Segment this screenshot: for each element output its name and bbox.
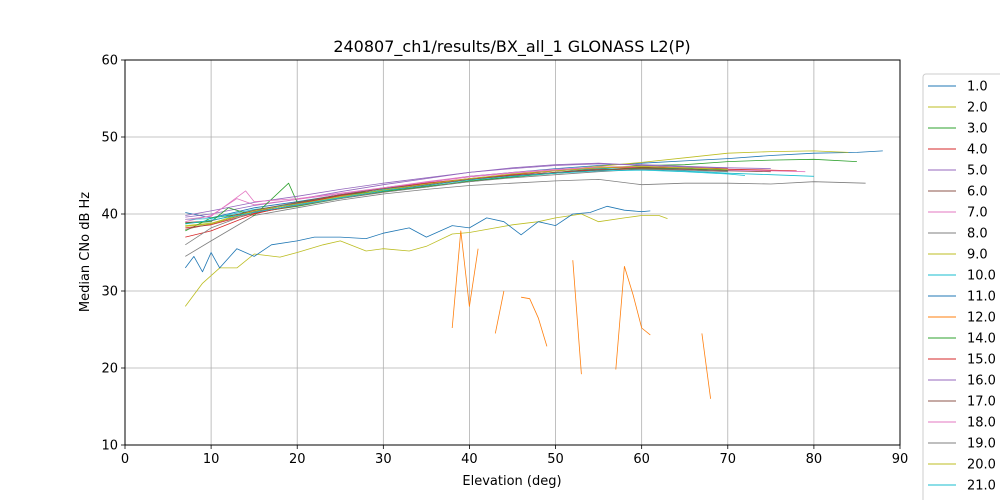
y-axis: 10 20 30 40 50 60 — [101, 54, 125, 454]
legend-label: 8.0 — [967, 227, 988, 242]
legend-label: 21.0 — [967, 479, 996, 494]
x-tick-label: 40 — [461, 452, 478, 467]
legend-label: 18.0 — [967, 416, 996, 431]
plot-area — [184, 150, 883, 399]
y-tick-label: 50 — [101, 131, 118, 146]
legend-label: 14.0 — [967, 332, 996, 347]
y-tick-label: 40 — [101, 208, 118, 223]
y-tick-label: 10 — [101, 439, 118, 454]
x-tick-label: 90 — [892, 452, 909, 467]
series-line-20-0 — [185, 165, 728, 227]
x-tick-label: 50 — [547, 452, 564, 467]
series-line-9-0 — [184, 213, 668, 307]
x-tick-label: 60 — [633, 452, 650, 467]
legend-label: 9.0 — [967, 248, 988, 263]
series-line-19-0 — [185, 168, 728, 246]
x-tick-label: 0 — [121, 452, 129, 467]
legend-label: 6.0 — [967, 185, 988, 200]
legend-label: 19.0 — [967, 437, 996, 452]
x-tick-label: 20 — [289, 452, 306, 467]
legend-label: 3.0 — [967, 122, 988, 137]
legend-label: 11.0 — [967, 290, 996, 305]
series-line-11-0 — [184, 205, 651, 273]
legend-label: 4.0 — [967, 143, 988, 158]
x-tick-label: 10 — [203, 452, 220, 467]
chart-title: 240807_ch1/results/BX_all_1 GLONASS L2(P… — [333, 37, 690, 57]
legend-label: 15.0 — [967, 353, 996, 368]
y-tick-label: 20 — [101, 362, 118, 377]
y-tick-label: 60 — [101, 54, 118, 69]
x-axis-label: Elevation (deg) — [462, 474, 561, 489]
legend-label: 17.0 — [967, 395, 996, 410]
plot-frame — [124, 59, 901, 446]
legend-label: 10.0 — [967, 269, 996, 284]
y-tick-label: 30 — [101, 285, 118, 300]
x-tick-label: 30 — [375, 452, 392, 467]
x-tick-label: 80 — [806, 452, 823, 467]
series-line-12-0 — [451, 230, 711, 399]
legend-label: 2.0 — [967, 101, 988, 116]
legend: 1.0 2.0 3.0 4.0 5.0 6.0 7.0 8.0 9.0 10.0 11.0 12.0 1… — [922, 73, 1000, 500]
legend-label: 16.0 — [967, 374, 996, 389]
x-tick-label: 70 — [720, 452, 737, 467]
legend-label: 5.0 — [967, 164, 988, 179]
y-axis-label: Median CNo dB Hz — [78, 192, 93, 312]
legend-label: 7.0 — [967, 206, 988, 221]
x-axis: 0 10 20 30 40 50 60 70 80 90 — [121, 445, 908, 467]
series-line-21-0 — [185, 169, 746, 225]
legend-label: 20.0 — [967, 458, 996, 473]
legend-label: 1.0 — [967, 80, 988, 95]
series-line-8-0 — [185, 179, 866, 257]
legend-label: 12.0 — [967, 311, 996, 326]
legend-frame — [922, 73, 1000, 500]
